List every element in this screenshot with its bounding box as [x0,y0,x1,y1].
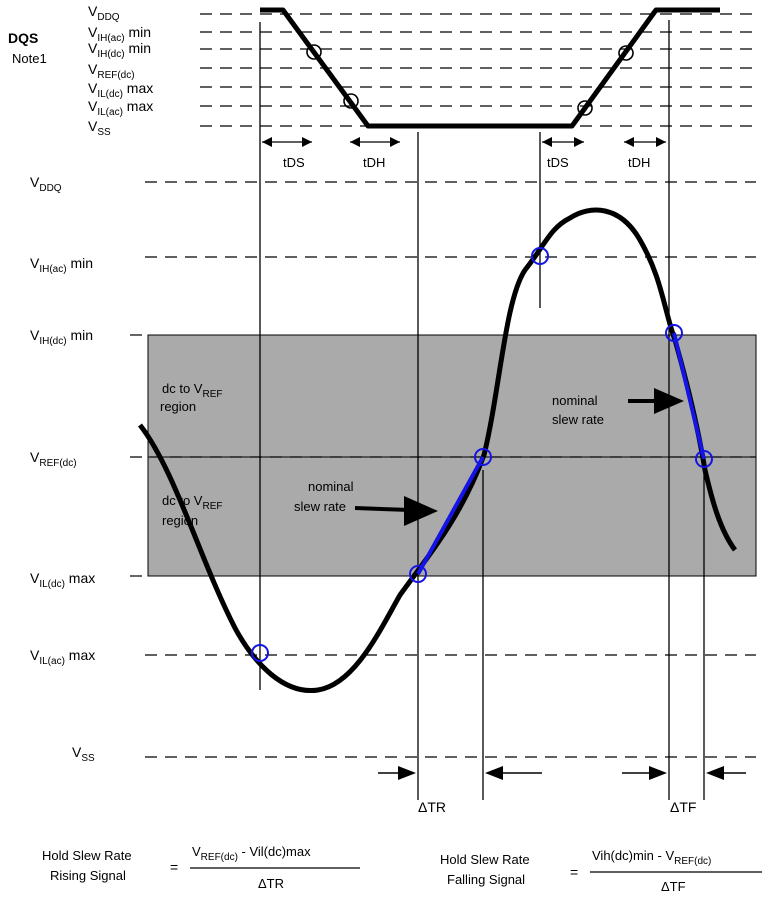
timing-vertical-lines [259,20,705,800]
dqs-level-vss: VSS [88,118,111,138]
crossing-vref-falling [695,450,713,468]
tds-label-1: tDS [283,155,305,170]
dqs-crossing-vih-ac-rising [618,45,634,61]
tdh-label-1: tDH [363,155,385,170]
nominal-slew-rising-line [416,456,485,575]
nominal-falling-arrow [628,388,684,414]
level-vih-dc: VIH(dc) min [30,327,93,347]
formula-falling-left-1: Hold Slew Rate [440,852,530,867]
dqs-title: DQS [8,30,38,46]
nominal-rising-label-2: slew rate [294,499,346,514]
dqs-crossing-vil-dc-falling [343,93,359,109]
level-vref-dc: VREF(dc) [30,449,77,469]
region-upper-label: dc to VREF [162,381,222,400]
crossing-vil-dc [409,565,427,583]
delta-tf-label: ΔTF [670,799,696,815]
formula-rising-denominator: ΔTR [258,876,284,891]
dqs-level-lines [200,13,756,127]
dqs-waveform [260,7,720,129]
delta-tr-arrows [378,766,542,780]
level-vss: VSS [72,744,95,764]
formula-falling-equals: = [570,864,578,880]
formula-rising-equals: = [170,859,178,875]
nominal-falling-label-1: nominal [552,393,598,408]
timing-arrows [262,137,666,147]
dqs-crossing-vil-dc-rising [577,100,593,116]
level-vddq: VDDQ [30,174,62,194]
dqs-level-vih-ac: VIH(ac) min [88,24,151,44]
nominal-slew-falling-line [672,332,706,460]
dqs-level-vil-ac: VIL(ac) max [88,98,153,118]
formula-rising-left-1: Hold Slew Rate [42,848,132,863]
nominal-rising-label-1: nominal [308,479,354,494]
delta-tf-arrows [622,766,746,780]
dqs-level-vih-dc: VIH(dc) min [88,40,151,60]
formula-falling-denominator: ΔTF [661,879,686,894]
formula-falling: Hold Slew Rate Falling Signal = Vih(dc)m… [440,848,762,894]
crossing-vref-rising [474,448,492,466]
formula-rising-left-2: Rising Signal [50,868,126,883]
tds-label-2: tDS [547,155,569,170]
dqs-note: Note1 [12,51,47,66]
formula-falling-numerator: Vih(dc)min - VREF(dc) [592,848,711,867]
level-vil-dc: VIL(dc) max [30,570,95,590]
region-upper-label-2: region [160,399,196,414]
level-vih-ac: VIH(ac) min [30,255,93,275]
dqs-level-vil-dc: VIL(dc) max [88,80,153,100]
formula-rising: Hold Slew Rate Rising Signal = VREF(dc) … [42,844,360,891]
dqs-level-vddq: VDDQ [88,3,120,23]
formula-falling-left-2: Falling Signal [447,872,525,887]
dqs-crossing-vih-ac-falling [306,44,322,60]
delta-tr-label: ΔTR [418,799,446,815]
crossing-vih-ac [531,247,549,265]
crossing-vil-ac [251,644,269,662]
formula-rising-numerator: VREF(dc) - Vil(dc)max [192,844,311,863]
dqs-level-vref-dc: VREF(dc) [88,61,135,81]
nominal-rising-arrow [354,496,438,526]
nominal-falling-label-2: slew rate [552,412,604,427]
crossing-vih-dc [665,324,683,342]
data-level-lines [130,181,756,758]
level-vil-ac: VIL(ac) max [30,647,95,667]
tdh-label-2: tDH [628,155,650,170]
